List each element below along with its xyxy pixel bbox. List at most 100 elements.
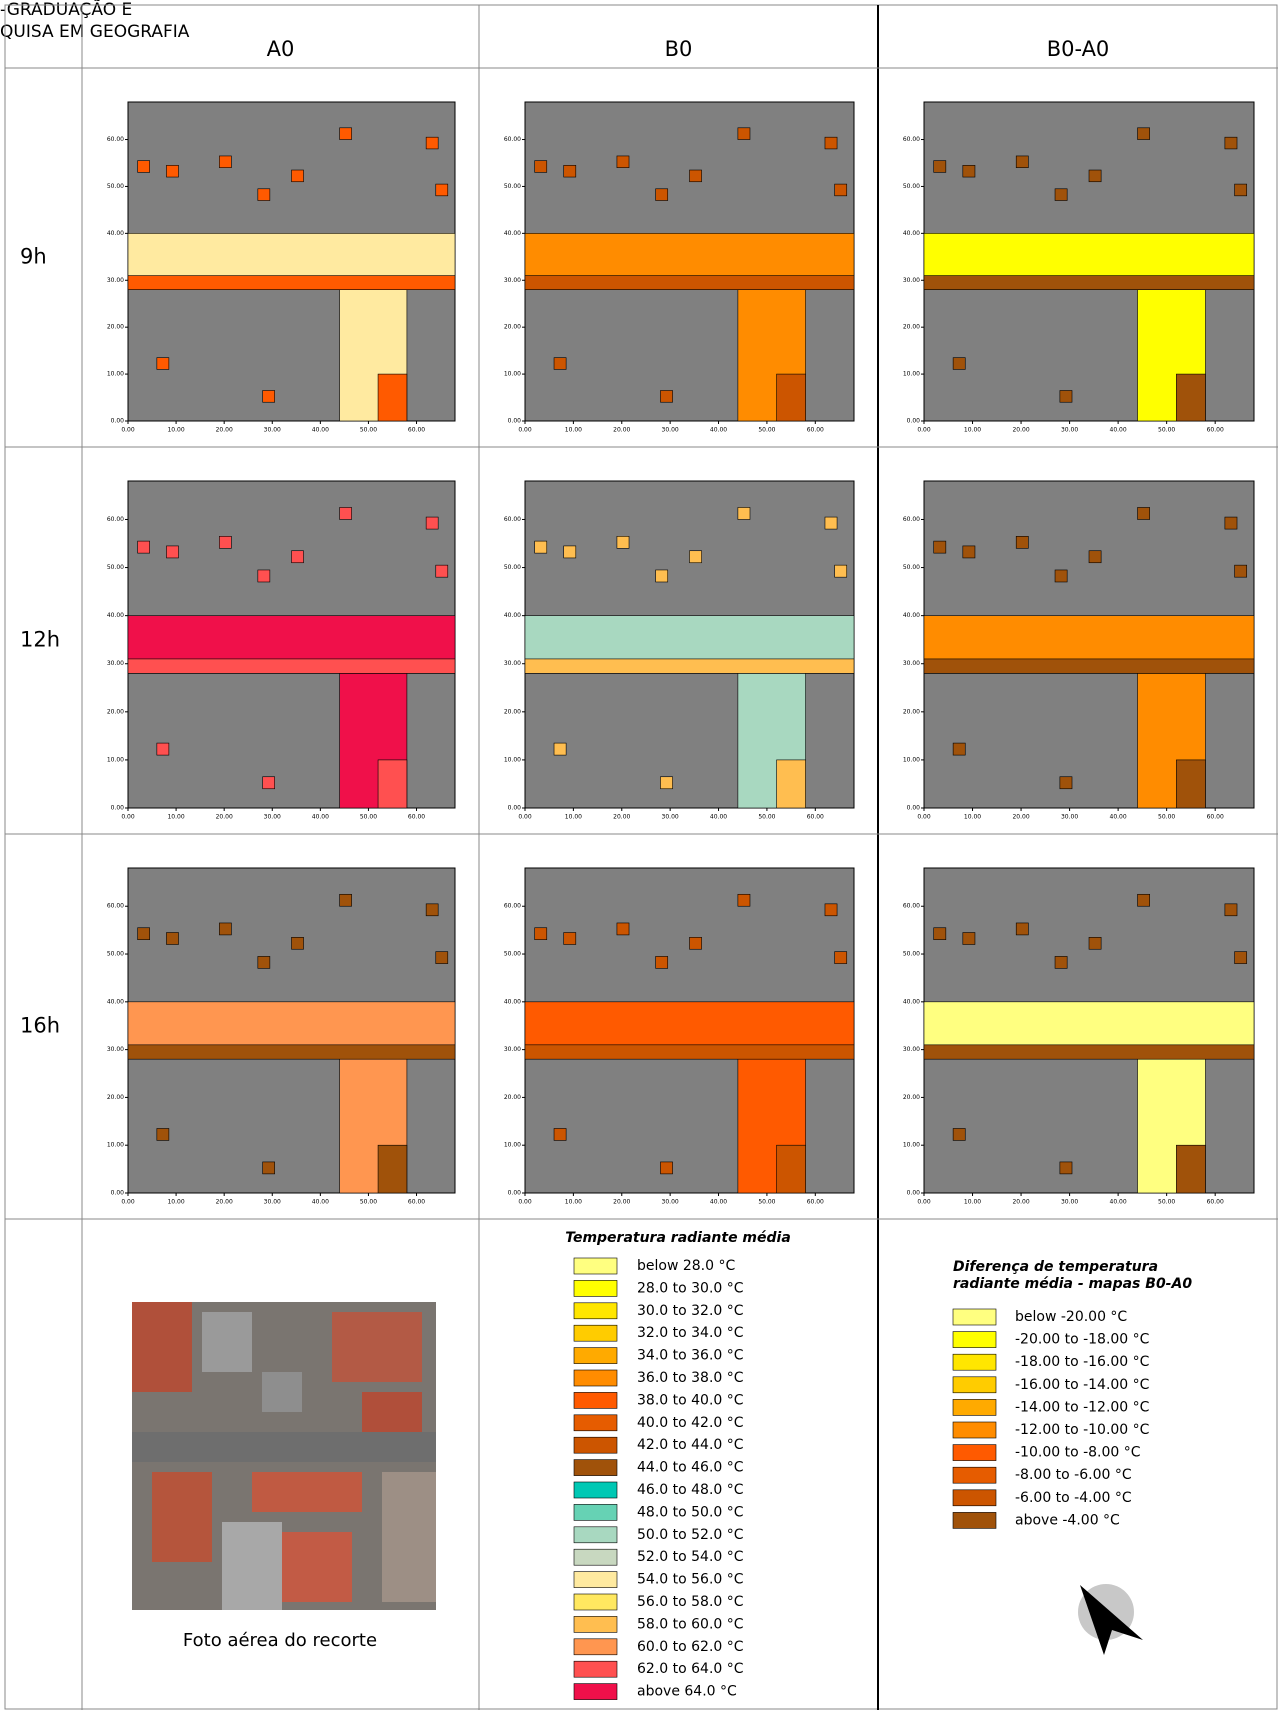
street [258, 189, 270, 201]
legend-label: 42.0 to 44.0 °C [637, 1437, 744, 1453]
legend-swatch [574, 1392, 617, 1408]
street [1138, 128, 1150, 140]
y-tick-label: 0.00 [907, 1190, 921, 1197]
legend-label: 34.0 to 36.0 °C [637, 1348, 744, 1364]
y-tick-label: 60.00 [107, 516, 124, 523]
x-tick-label: 40.00 [710, 427, 727, 434]
legend-label: -20.00 to -18.00 °C [1015, 1332, 1150, 1348]
x-tick-label: 20.00 [1012, 814, 1029, 821]
street [426, 904, 438, 916]
street [953, 743, 965, 755]
street [138, 161, 150, 173]
legend-label: below 28.0 °C [637, 1258, 735, 1274]
street [1055, 956, 1067, 968]
legend-label: 56.0 to 58.0 °C [637, 1594, 744, 1610]
legend-label: 52.0 to 54.0 °C [637, 1549, 744, 1565]
street [263, 1162, 275, 1174]
street [777, 374, 806, 421]
y-tick-label: 60.00 [504, 903, 521, 910]
legend-swatch [574, 1258, 617, 1274]
photo-block [202, 1312, 252, 1372]
street [656, 956, 668, 968]
y-tick-label: 60.00 [504, 136, 521, 143]
legend-label: -16.00 to -14.00 °C [1015, 1377, 1150, 1393]
street [128, 1045, 455, 1059]
x-tick-label: 60.00 [807, 427, 824, 434]
x-tick-label: 30.00 [662, 1199, 679, 1206]
x-tick-label: 10.00 [167, 1199, 184, 1206]
legend-label: -10.00 to -8.00 °C [1015, 1445, 1141, 1461]
x-tick-label: 10.00 [964, 814, 981, 821]
x-tick-label: 30.00 [662, 814, 679, 821]
street [690, 937, 702, 949]
y-tick-label: 40.00 [504, 612, 521, 619]
y-tick-label: 30.00 [903, 660, 920, 667]
street [825, 137, 837, 149]
street [1055, 570, 1067, 582]
watermark: QUISA EM GEOGRAFIA [0, 22, 190, 42]
legend-swatch [574, 1280, 617, 1296]
x-tick-label: 20.00 [613, 1199, 630, 1206]
y-tick-label: 30.00 [107, 277, 124, 284]
x-tick-label: 0.00 [518, 814, 532, 821]
x-tick-label: 50.00 [360, 1199, 377, 1206]
street [340, 894, 352, 906]
street [1016, 536, 1028, 548]
street [564, 933, 576, 945]
y-tick-label: 20.00 [107, 1094, 124, 1101]
y-tick-label: 50.00 [504, 951, 521, 958]
street [157, 743, 169, 755]
x-tick-label: 10.00 [565, 814, 582, 821]
legend-swatch [953, 1399, 996, 1415]
street [617, 536, 629, 548]
y-tick-label: 40.00 [903, 230, 920, 237]
street [138, 928, 150, 940]
x-tick-label: 60.00 [807, 814, 824, 821]
y-tick-label: 20.00 [504, 708, 521, 715]
street [1225, 137, 1237, 149]
legend-label: 50.0 to 52.0 °C [637, 1527, 744, 1543]
y-tick-label: 30.00 [903, 1046, 920, 1053]
street [525, 1045, 854, 1059]
street [924, 276, 1254, 290]
legend-label: 38.0 to 40.0 °C [637, 1392, 744, 1408]
y-tick-label: 10.00 [504, 1142, 521, 1149]
map: 0.0010.0020.0030.0040.0050.0060.000.0010… [504, 102, 854, 434]
y-tick-label: 50.00 [903, 951, 920, 958]
street [1138, 894, 1150, 906]
legend-swatch [574, 1639, 617, 1655]
column-header: A0 [267, 37, 295, 61]
x-tick-label: 50.00 [360, 427, 377, 434]
legend-swatch [574, 1616, 617, 1632]
legend-swatch [953, 1445, 996, 1461]
street [292, 170, 304, 182]
legend-swatch [574, 1370, 617, 1386]
x-tick-label: 30.00 [1061, 814, 1078, 821]
street [656, 570, 668, 582]
x-tick-label: 10.00 [964, 427, 981, 434]
legend-swatch [574, 1572, 617, 1588]
x-tick-label: 50.00 [1158, 1199, 1175, 1206]
x-tick-label: 40.00 [710, 814, 727, 821]
street [166, 546, 178, 558]
street [1089, 937, 1101, 949]
y-tick-label: 50.00 [504, 183, 521, 190]
legend-swatch [574, 1684, 617, 1700]
legend-label: above -4.00 °C [1015, 1512, 1120, 1528]
legend-label: 40.0 to 42.0 °C [637, 1415, 744, 1431]
y-tick-label: 10.00 [903, 1142, 920, 1149]
x-tick-label: 60.00 [1207, 1199, 1224, 1206]
street [378, 1145, 407, 1193]
street [128, 276, 455, 290]
y-tick-label: 30.00 [107, 660, 124, 667]
street [1060, 391, 1072, 403]
x-tick-label: 0.00 [917, 814, 931, 821]
y-tick-label: 10.00 [504, 756, 521, 763]
x-tick-label: 30.00 [264, 427, 281, 434]
y-tick-label: 10.00 [107, 1142, 124, 1149]
street [1089, 170, 1101, 182]
legend-label: 28.0 to 30.0 °C [637, 1280, 744, 1296]
